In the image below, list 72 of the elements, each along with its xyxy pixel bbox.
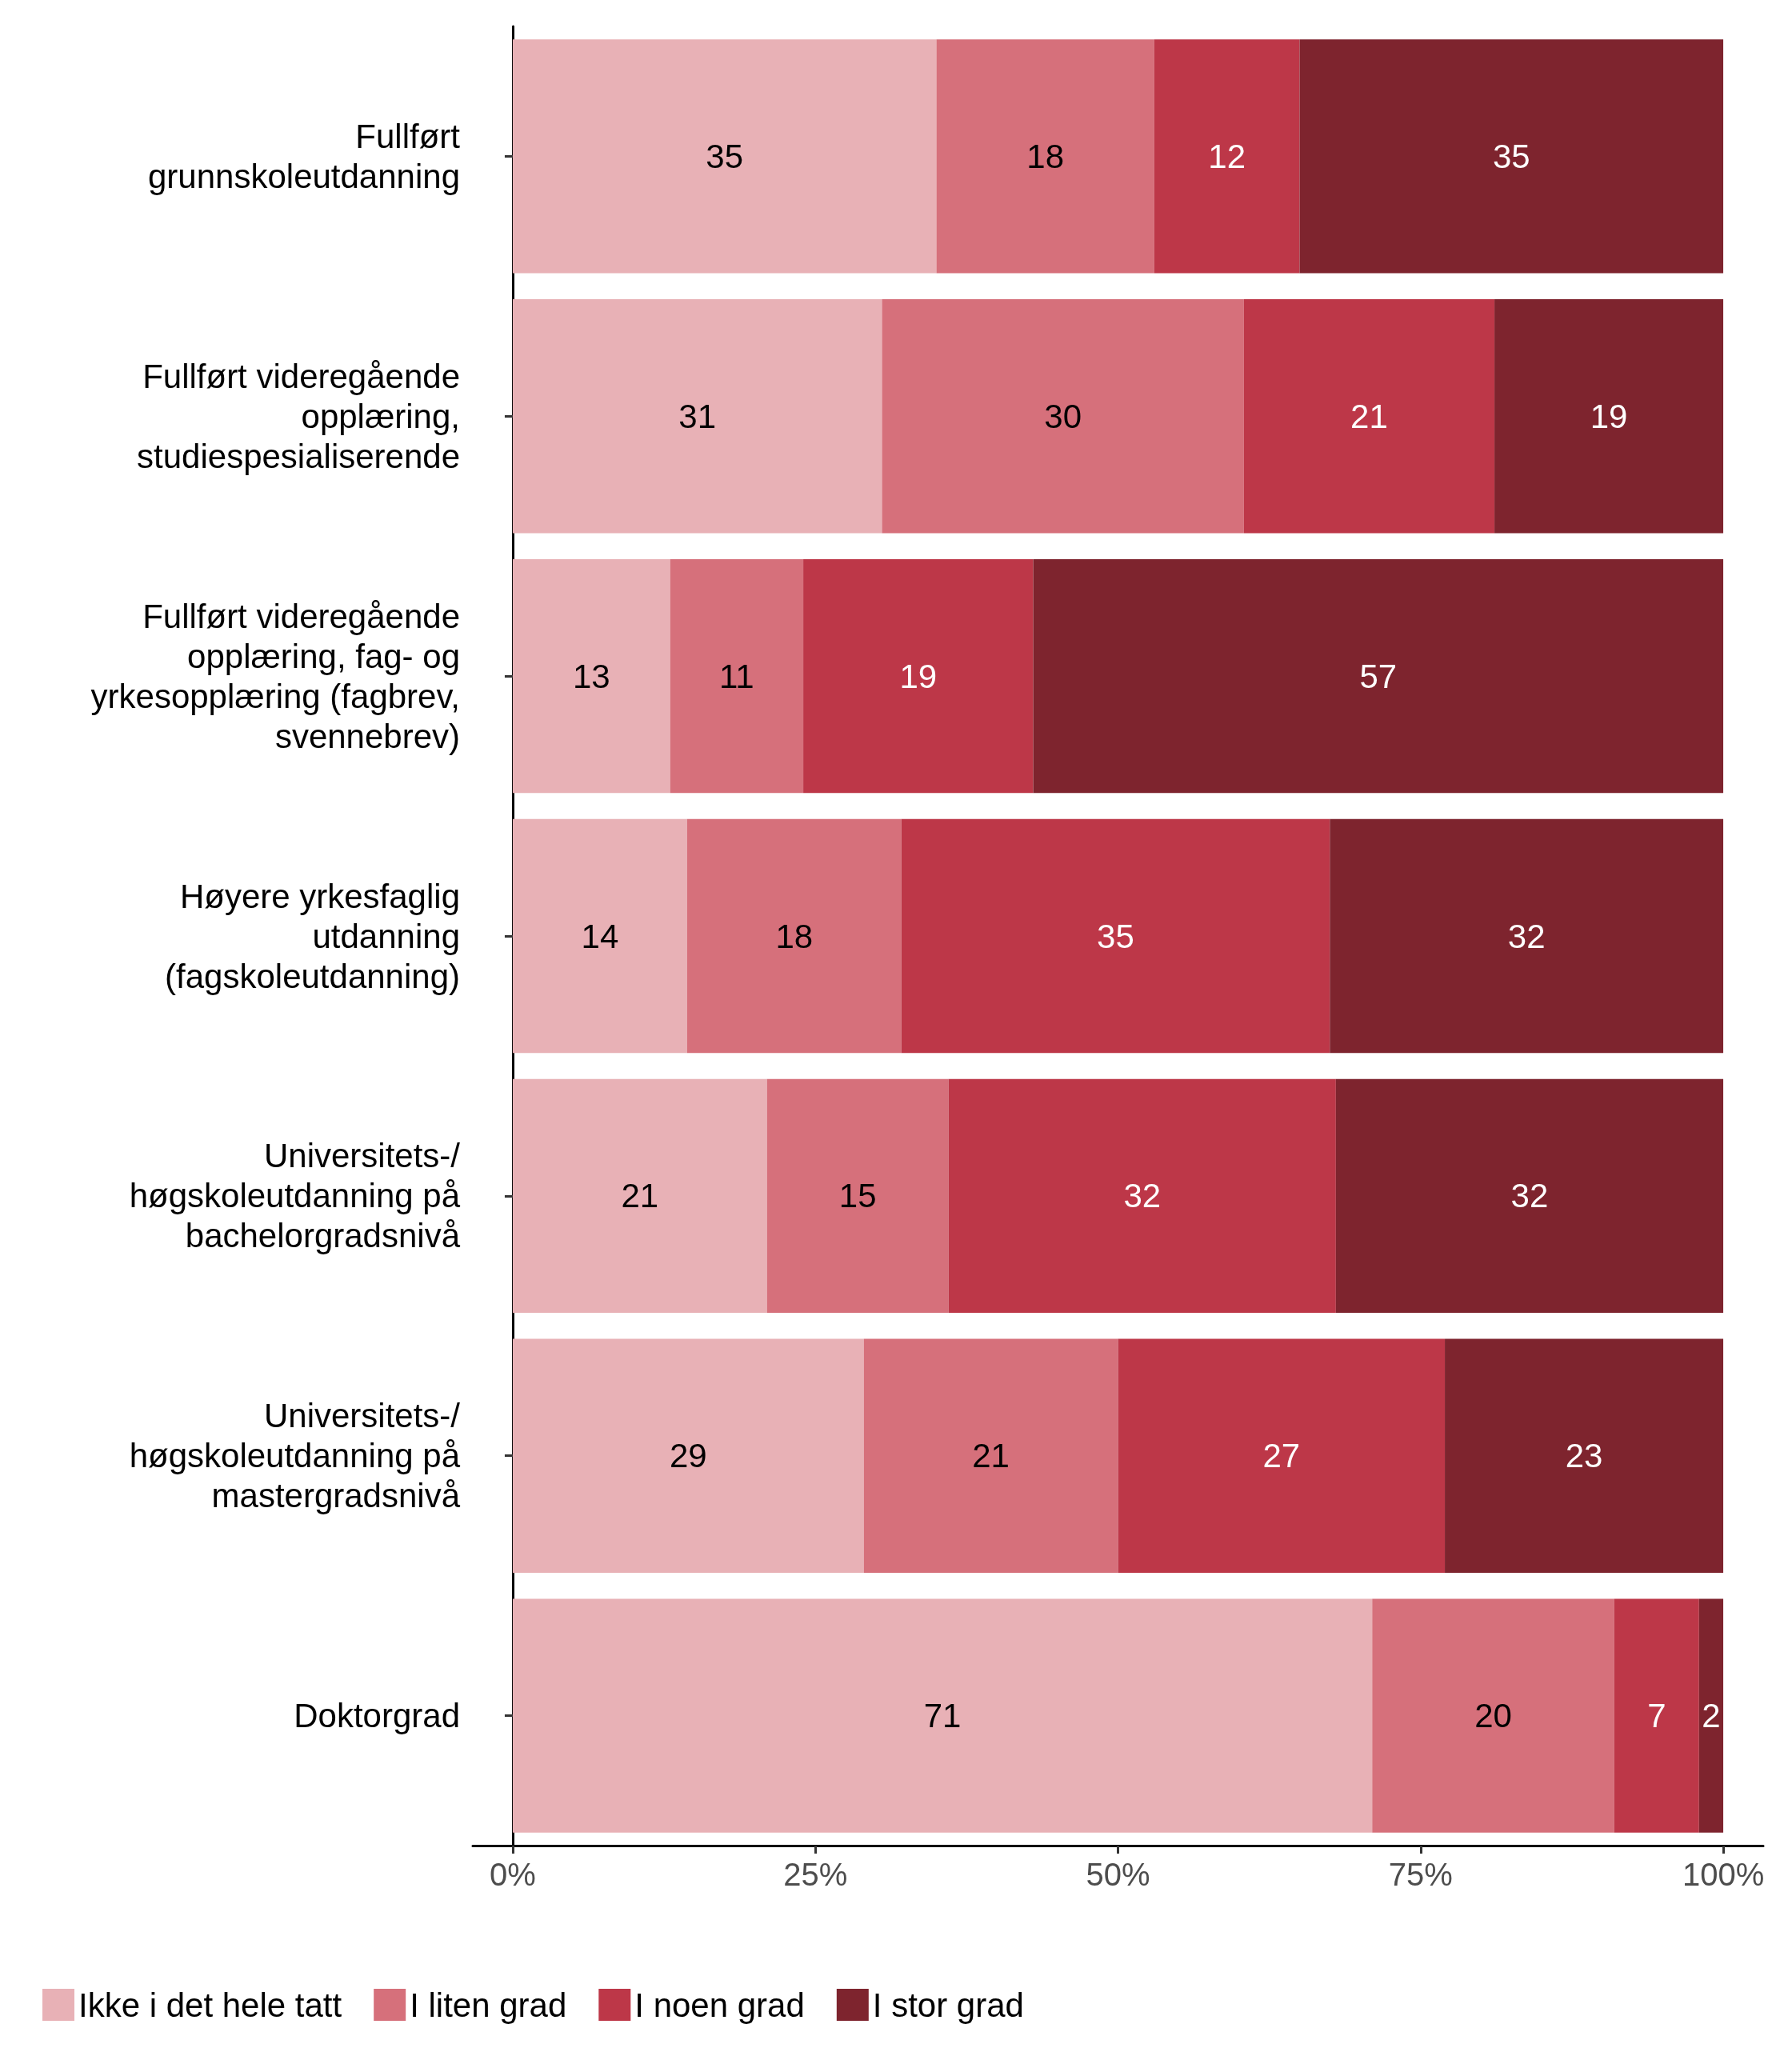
y-tick-label: Doktorgrad <box>294 1697 460 1735</box>
data-label: 15 <box>838 1177 877 1215</box>
bar <box>936 39 1154 274</box>
legend-label: I noen grad <box>634 1986 805 2024</box>
data-label: 21 <box>621 1177 659 1215</box>
bar <box>1033 558 1724 794</box>
y-tick-label: Høyere yrkesfaglig utdanning (fagskoleutdanning) <box>165 877 460 995</box>
bar <box>1299 39 1724 274</box>
x-tick-label: 75% <box>1388 1857 1453 1892</box>
data-label: 31 <box>678 397 717 435</box>
y-tick-label: Fullført grunnskoleutdanning <box>148 117 461 195</box>
bar <box>512 818 687 1054</box>
bar <box>1494 299 1724 534</box>
bar <box>882 299 1244 534</box>
x-tick-label: 50% <box>1086 1857 1150 1892</box>
bar <box>803 558 1034 794</box>
data-label: 19 <box>899 657 938 695</box>
bar <box>901 818 1330 1054</box>
y-tick-label: Universitets-/ høgskoleutdanning på mastergradsnivå <box>129 1397 461 1515</box>
data-label: 14 <box>581 917 619 955</box>
bar <box>1118 1338 1446 1573</box>
bar <box>512 1338 864 1573</box>
bar <box>686 818 902 1054</box>
x-tick-label: 100% <box>1682 1857 1765 1892</box>
data-label: 11 <box>719 657 754 695</box>
data-label: 35 <box>1097 917 1134 955</box>
data-label: 35 <box>1492 137 1530 175</box>
x-tick-label: 0% <box>490 1857 536 1892</box>
data-label: 23 <box>1565 1437 1603 1475</box>
data-label: 2 <box>1702 1697 1721 1735</box>
y-tick-label: Fullført videregående opplæring, studiespesialiserende <box>137 357 460 475</box>
data-label: 57 <box>1359 657 1398 695</box>
legend-label: I stor grad <box>872 1986 1024 2024</box>
bar <box>512 299 882 534</box>
bar <box>512 1078 767 1314</box>
data-label: 21 <box>1350 397 1388 435</box>
bar <box>1330 818 1724 1054</box>
bar <box>670 558 804 794</box>
data-label: 30 <box>1044 397 1082 435</box>
data-label: 71 <box>923 1697 962 1735</box>
y-tick-label: Fullført videregående opplæring, fag- og yrkesopplæring (fagbrev, svennebrev) <box>90 597 460 755</box>
data-label: 7 <box>1647 1697 1666 1735</box>
data-label: 21 <box>972 1437 1010 1475</box>
bar <box>1372 1598 1614 1833</box>
bar <box>766 1078 949 1314</box>
legend-label: I liten grad <box>410 1986 567 2024</box>
data-label: 32 <box>1507 917 1546 955</box>
bar <box>1614 1598 1699 1833</box>
bar <box>1698 1598 1724 1833</box>
bar <box>512 39 937 274</box>
bar <box>1445 1338 1724 1573</box>
bar <box>1243 299 1495 534</box>
legend-label: Ikke i det hele tatt <box>78 1986 342 2024</box>
data-label: 18 <box>1026 137 1065 175</box>
bar <box>1335 1078 1724 1314</box>
data-label: 32 <box>1510 1177 1549 1215</box>
data-label: 13 <box>572 657 610 695</box>
bar <box>512 1598 1373 1833</box>
data-label: 18 <box>775 917 814 955</box>
x-tick-label: 25% <box>783 1857 848 1892</box>
data-label: 29 <box>669 1437 707 1475</box>
data-label: 12 <box>1208 137 1246 175</box>
bar <box>948 1078 1336 1314</box>
data-label: 19 <box>1590 397 1628 435</box>
bar <box>512 558 670 794</box>
data-label: 27 <box>1262 1437 1301 1475</box>
y-tick-label: Universitets-/ høgskoleutdanning på bachelorgradsnivå <box>129 1137 461 1255</box>
data-label: 32 <box>1123 1177 1162 1215</box>
data-label: 20 <box>1474 1697 1512 1735</box>
bar <box>863 1338 1118 1573</box>
data-label: 35 <box>706 137 744 175</box>
bar <box>1154 39 1300 274</box>
